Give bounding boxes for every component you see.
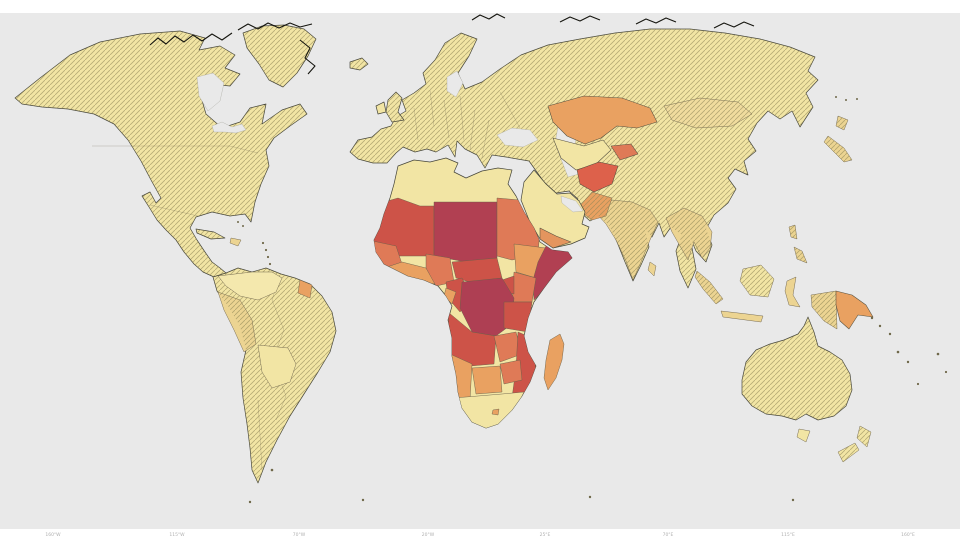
africa-countries [374,197,572,428]
arctic-squiggle [471,13,506,21]
arctic-squiggle [299,39,316,75]
x-tick-label: 70°W [293,532,306,538]
island-speck [791,498,795,502]
island-speck [261,241,265,245]
black-sea [496,127,539,148]
island-speck [845,99,847,101]
x-tick-label: 160°W [45,532,61,538]
persian-gulf [560,195,584,213]
us-canada-border [92,145,259,154]
region-tasmania [796,428,811,443]
hatch-cuba [196,229,225,239]
arctic-squiggle [237,22,313,31]
region-kyrgyzstan-tajikistan [610,143,639,161]
island-speck [916,382,920,386]
region-drc [459,277,515,337]
island-speck [588,495,592,499]
region-arabia [520,169,590,249]
island-speck [835,96,837,98]
arctic-squiggle [713,21,755,29]
hatch-japan [824,116,852,162]
hatch-new-zealand [838,426,871,462]
x-tick-label: 115°W [169,532,185,538]
region-zimbabwe [499,359,523,385]
region-kazakhstan [547,95,658,145]
hatch-uk [386,92,404,122]
region-java [720,310,764,323]
island-speck [361,498,365,502]
island-speck [268,262,272,266]
region-venezuela-colombia [217,271,283,301]
region-papua-new-guinea [835,290,874,330]
island-speck [944,370,948,374]
x-tick-label: 115°E [781,532,795,538]
hatch-australia [742,317,852,420]
island-speck [856,98,858,100]
island-speck [936,352,940,356]
region-madagascar [543,333,565,391]
region-sulawesi [784,276,801,308]
pacific-island-specks [835,96,948,386]
hatch-philippines [789,225,807,263]
europe-borders [413,89,521,159]
island-speck [266,255,270,259]
region-lesotho [491,408,500,416]
x-tick-label: 20°W [422,532,435,538]
great-lakes [211,121,247,134]
x-axis-ticks: 160°W 115°W 70°W 20°W 25°E 70°E 115°E 16… [45,532,915,538]
island-speck [906,360,910,364]
island-speck [248,500,252,504]
region-hispaniola [229,237,242,247]
x-tick-label: 25°E [540,532,551,538]
hatch-sumatra [695,271,723,304]
hatch-greenland [243,25,316,87]
region-ireland [375,101,387,115]
island-speck [896,350,900,354]
falklands-speck [270,468,274,472]
hatch-borneo [740,265,774,297]
hudson-bay [196,72,225,112]
region-guyana [297,279,313,299]
island-speck [888,332,892,336]
region-botswana [471,365,503,395]
arctic-squiggle [635,17,677,25]
region-uzbekistan-turkmenistan [552,137,612,171]
hatch-iceland [350,58,368,70]
region-niger-chad [433,201,498,263]
southern-ocean-specks [248,495,795,504]
hatch-west-papua [811,291,837,329]
region-afghanistan [576,161,619,193]
x-tick-label: 160°E [901,532,915,538]
arctic-squiggle [149,32,233,46]
region-bolivia-paraguay [257,344,297,389]
region-gabon [443,287,457,305]
brazil-border [257,275,287,471]
island-speck [237,221,239,223]
island-speck [870,316,874,320]
arctic-coastlines [149,13,755,75]
region-yemen [539,227,572,249]
arctic-squiggle [559,15,601,23]
hatch-north-america [15,31,307,277]
island-speck [878,324,882,328]
lesser-antilles-specks [237,221,272,266]
region-sri-lanka [647,261,657,277]
island-speck [242,225,244,227]
region-nigeria [425,253,455,287]
baltic-sea [446,70,464,98]
island-speck [264,248,268,252]
x-tick-label: 70°E [663,532,674,538]
us-mexico-border [149,204,199,217]
